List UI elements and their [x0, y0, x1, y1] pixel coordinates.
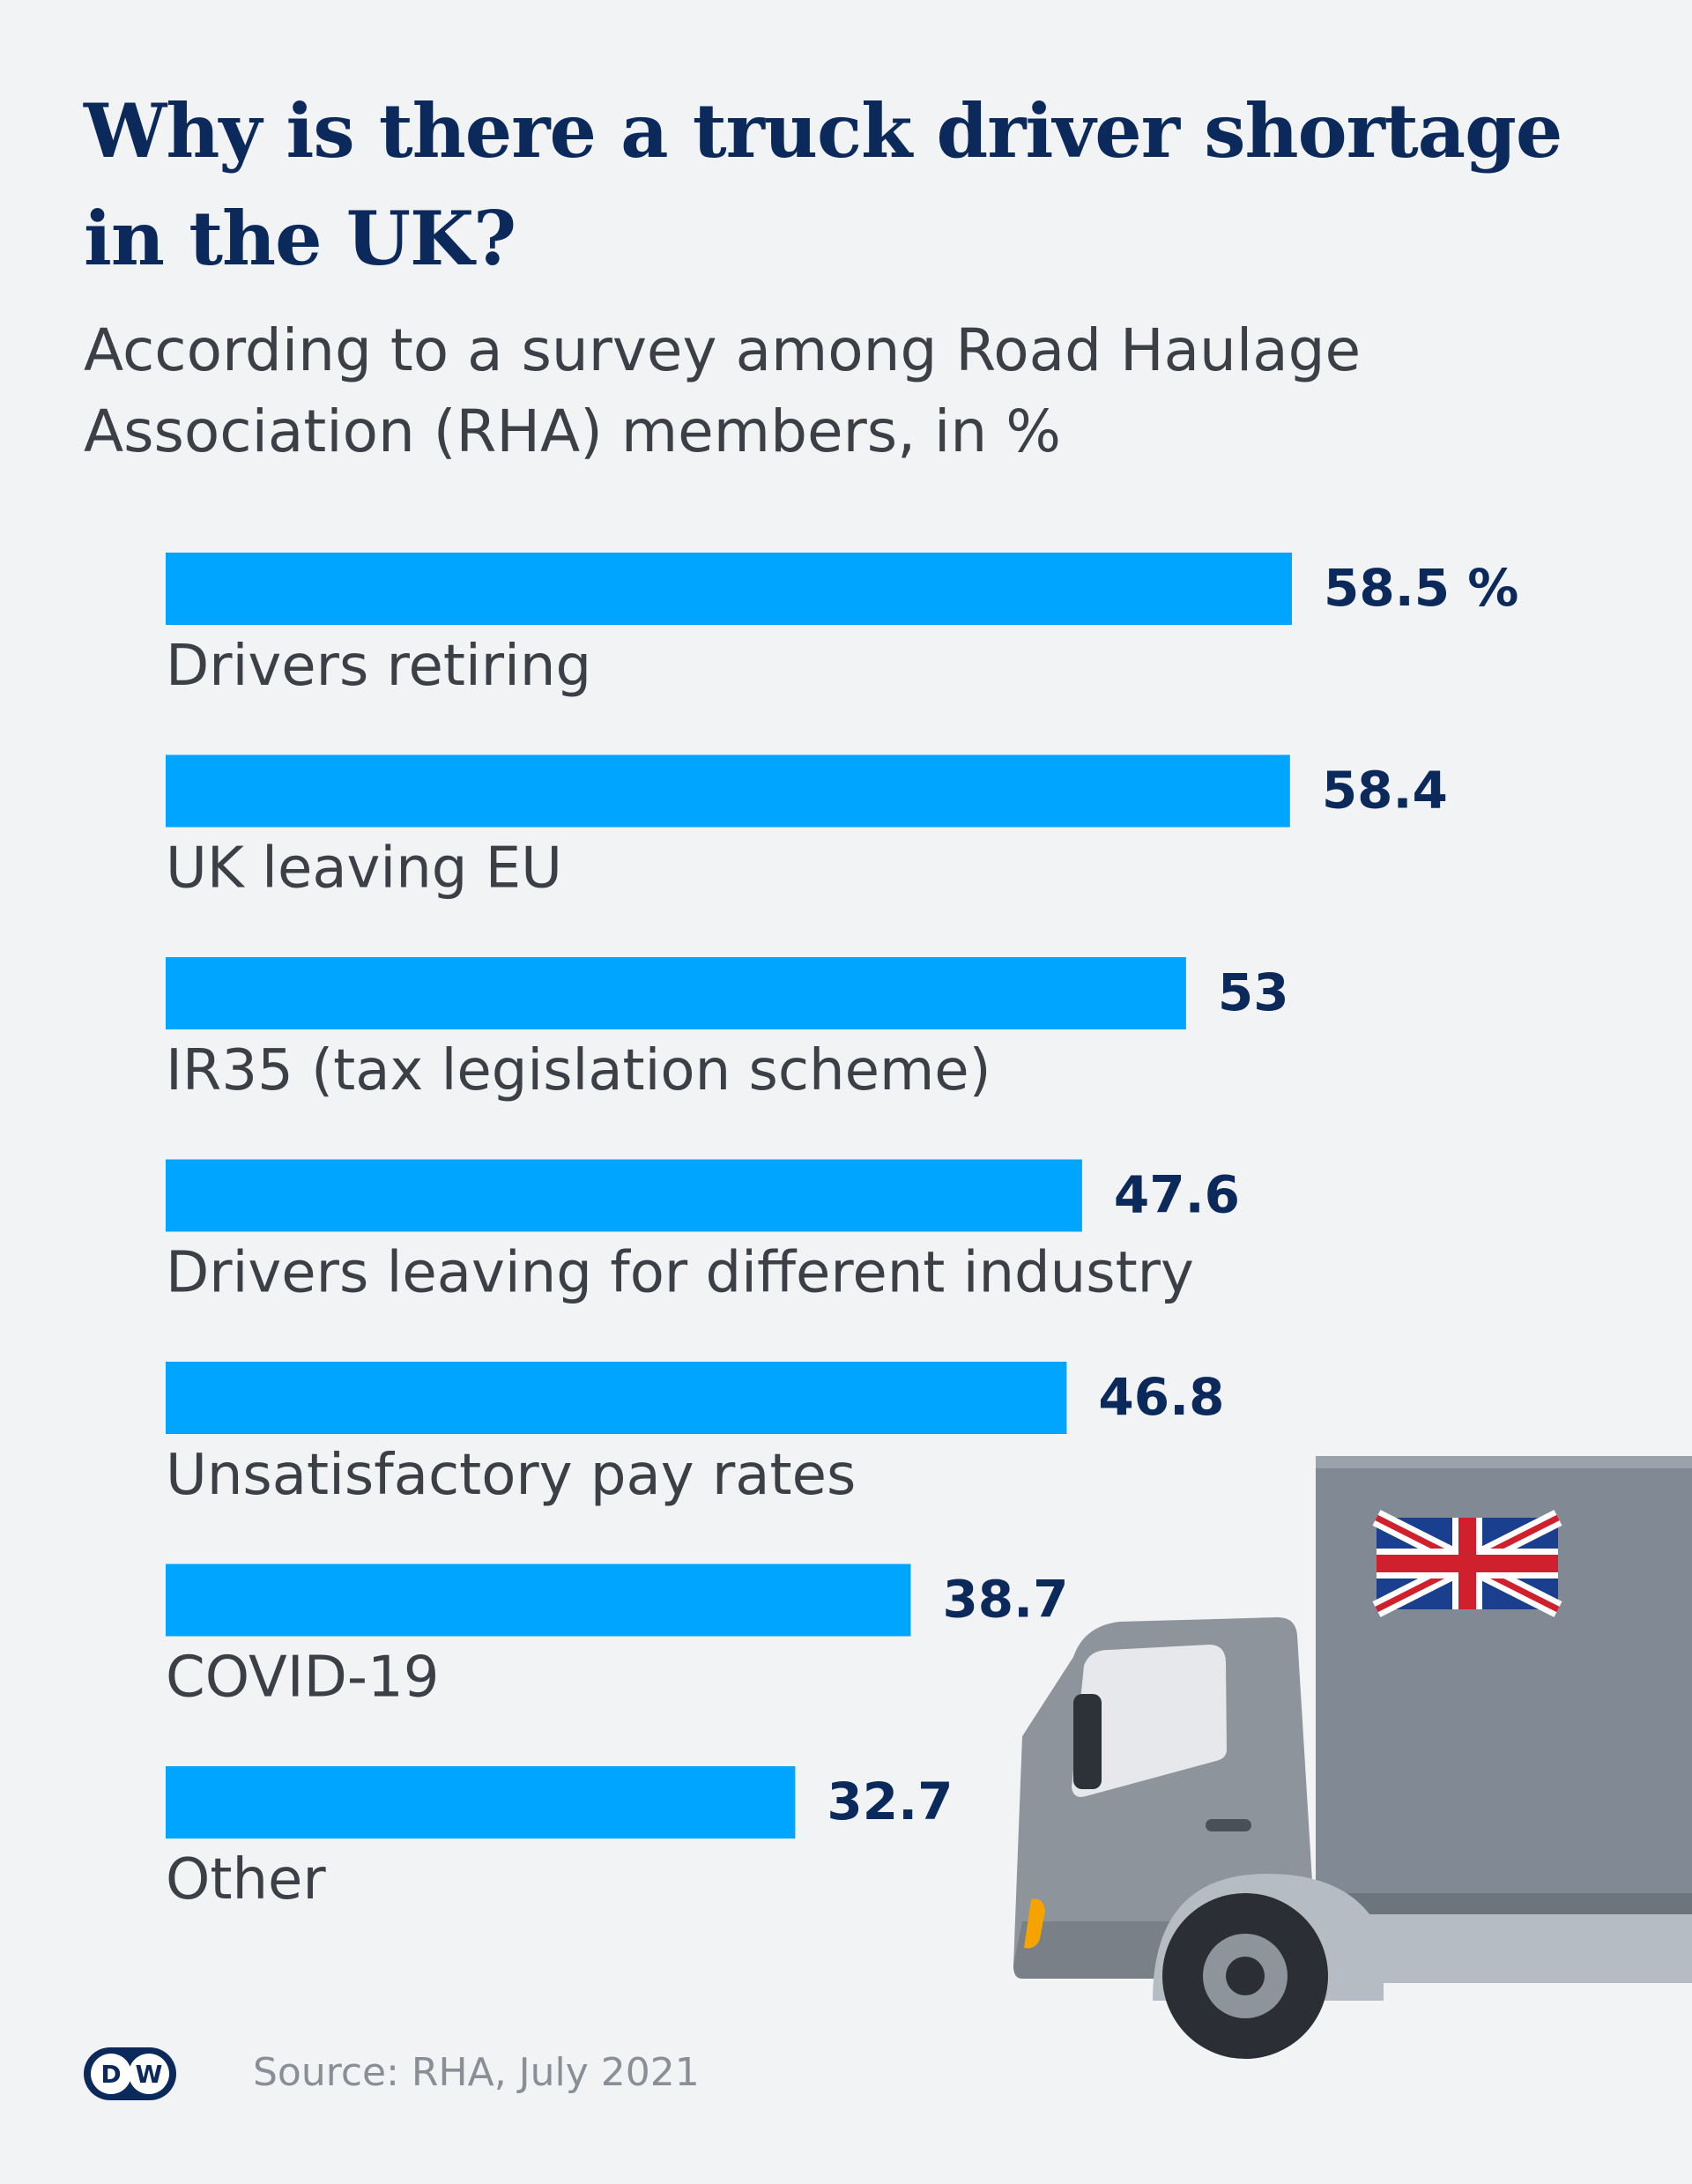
truck-mirror [1073, 1694, 1102, 1789]
bar-chart: 58.5 % Drivers retiring 58.4 UK leaving EU 5… [166, 553, 1518, 1913]
truck-indicator-light [1024, 1898, 1045, 1949]
bar-1 [166, 553, 1292, 625]
union-jack-flag-icon [1372, 1510, 1562, 1617]
truck-cargo-box-top [1316, 1456, 1692, 1468]
value-label-2: 58.4 [1322, 761, 1448, 821]
truck-icon [1013, 1456, 1692, 2059]
category-label-3: IR35 (tax legislation scheme) [166, 1038, 991, 1103]
category-label-7: Other [166, 1847, 326, 1913]
category-label-6: COVID-19 [166, 1645, 439, 1711]
svg-text:D: D [100, 2060, 121, 2089]
svg-text:W: W [136, 2060, 163, 2089]
category-label-2: UK leaving EU [166, 836, 562, 902]
chart-subtitle: According to a survey among Road Haulage… [84, 316, 1362, 465]
value-label-1: 58.5 % [1324, 558, 1518, 618]
truck-cargo-stripe [1316, 1893, 1692, 1914]
bar-3 [166, 957, 1186, 1029]
category-label-5: Unsatisfactory pay rates [166, 1443, 856, 1508]
truck-window [1072, 1645, 1227, 1797]
value-label-7: 32.7 [827, 1772, 953, 1831]
truck-door-handle [1206, 1819, 1251, 1831]
bar-5 [166, 1362, 1067, 1434]
value-label-6: 38.7 [942, 1570, 1068, 1630]
chart-title: Why is there a truck driver shortage in … [84, 87, 1562, 282]
truck-wheel-center [1226, 1957, 1265, 1995]
bar-2 [166, 754, 1290, 828]
category-label-1: Drivers retiring [166, 634, 591, 699]
value-label-3: 53 [1218, 962, 1289, 1022]
source-note: Source: RHA, July 2021 [253, 2050, 700, 2095]
category-label-4: Drivers leaving for different industry [166, 1241, 1194, 1306]
dw-logo: D W [84, 2047, 176, 2100]
value-label-4: 47.6 [1114, 1165, 1240, 1225]
bar-7 [166, 1766, 796, 1839]
bar-4 [166, 1159, 1082, 1232]
bar-6 [166, 1564, 911, 1637]
value-label-5: 46.8 [1098, 1367, 1224, 1427]
